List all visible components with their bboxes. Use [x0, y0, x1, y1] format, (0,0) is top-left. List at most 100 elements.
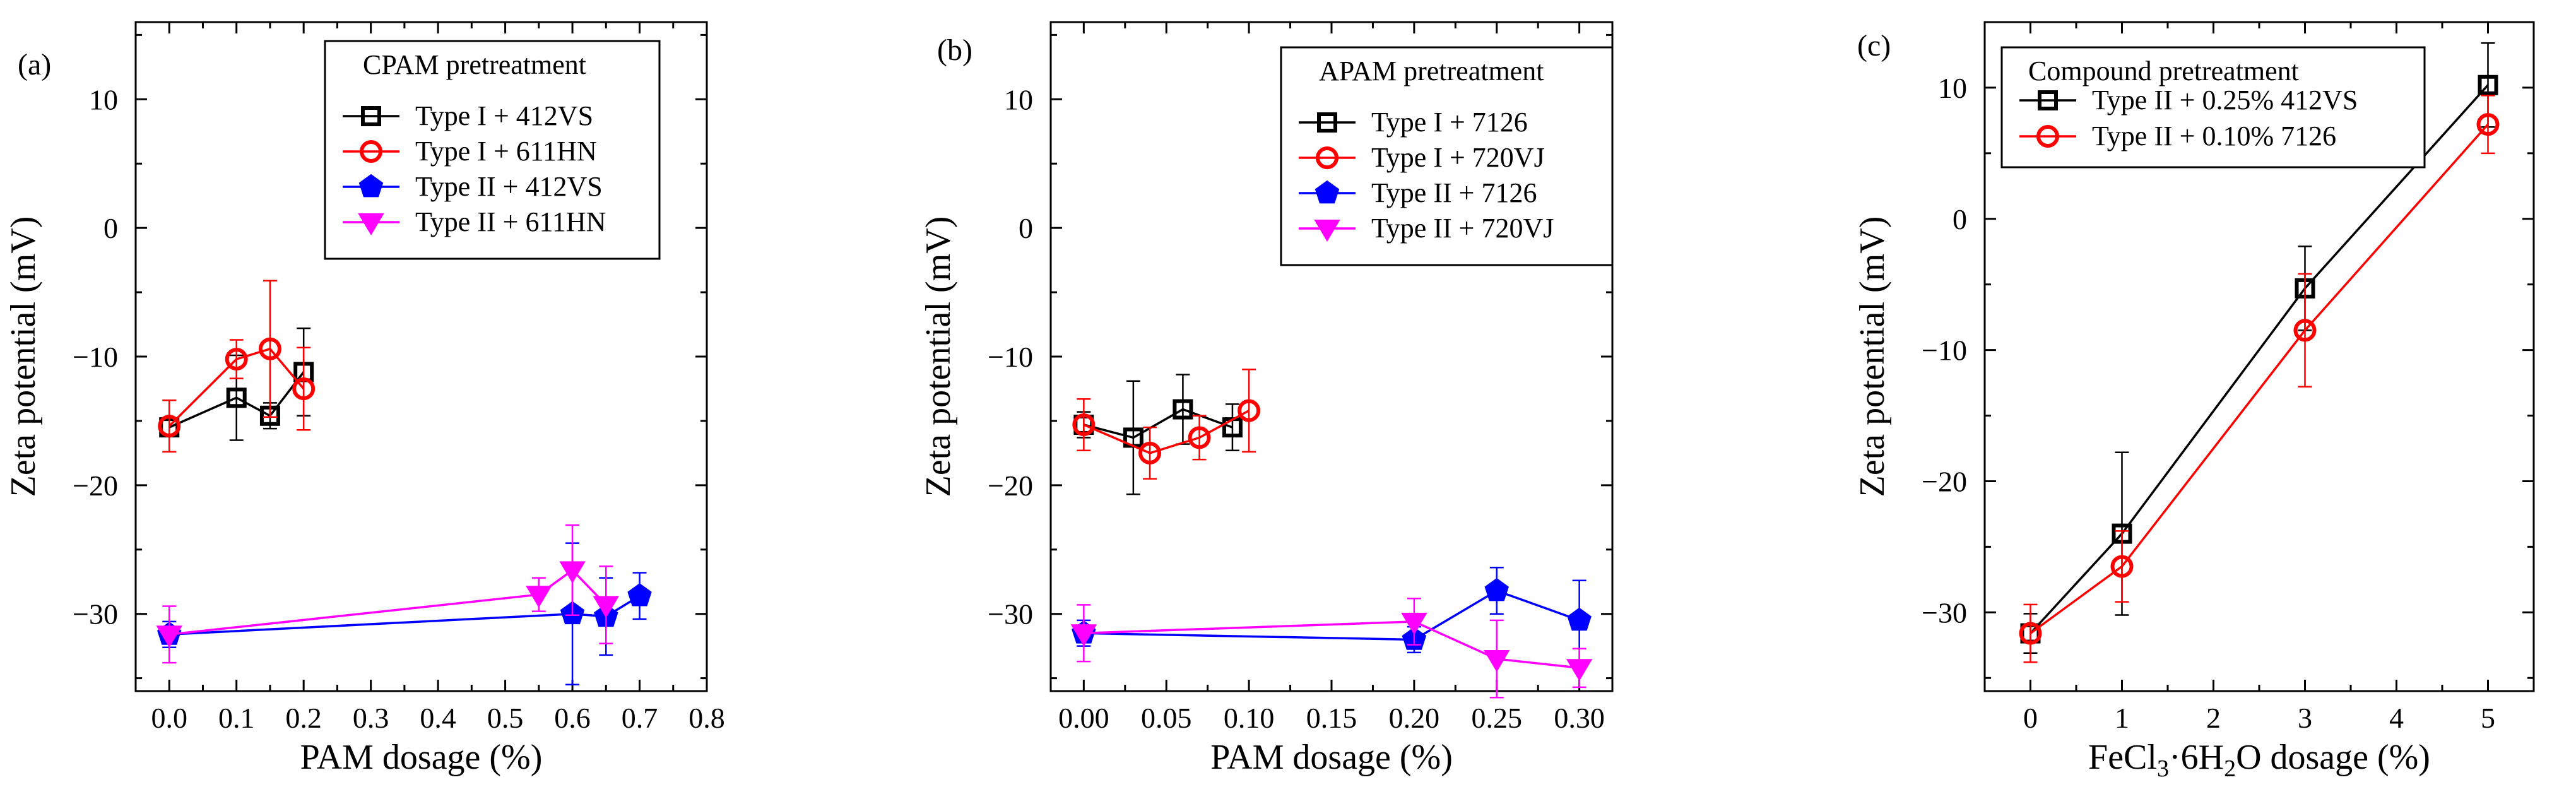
- data-point: [1173, 399, 1193, 420]
- panel-label: (b): [937, 33, 972, 67]
- x-tick-label: 0.7: [622, 702, 658, 734]
- legend-marker: [1317, 112, 1337, 133]
- series-line: [169, 569, 607, 636]
- x-axis-title-part: O dosage (%): [2236, 738, 2430, 777]
- y-tick-label: −20: [73, 470, 118, 502]
- series-line: [1084, 589, 1580, 641]
- series-line: [1083, 408, 1233, 439]
- legend-marker: [1316, 146, 1338, 169]
- x-tick-label: 0.10: [1224, 702, 1275, 734]
- data-point: [258, 337, 281, 360]
- x-tick-label: 0.4: [420, 702, 456, 734]
- y-tick-label: −30: [988, 598, 1033, 630]
- data-point: [1401, 612, 1427, 635]
- x-tick-label: 0.3: [353, 702, 389, 734]
- data-point: [225, 348, 248, 371]
- legend-marker: [1315, 180, 1340, 204]
- series-4: [156, 524, 620, 664]
- data-point: [2478, 74, 2498, 95]
- series-line: [2029, 84, 2489, 634]
- legend: APAM pretreatment Type I + 7126 Type I + 7…: [1280, 46, 1614, 266]
- x-tick-label: 0.8: [688, 702, 725, 734]
- data-point: [226, 388, 247, 408]
- data-point: [2476, 113, 2500, 136]
- data-point: [1238, 399, 1261, 422]
- data-point: [627, 583, 652, 607]
- data-point: [2019, 622, 2042, 645]
- x-axis-title: PAM dosage (%): [1210, 738, 1453, 777]
- series-4: [1070, 597, 1593, 699]
- y-axis-title: Zeta potential (mV): [4, 216, 43, 497]
- data-point: [1138, 441, 1162, 465]
- x-tick-label: 0.15: [1306, 702, 1357, 734]
- x-tick-label: 0.1: [218, 702, 255, 734]
- data-point: [2110, 555, 2134, 578]
- y-tick-label: −10: [988, 341, 1033, 373]
- legend-entry: Type I + 412VS: [415, 100, 593, 131]
- chart-panel-2: (b) 0.00 0.05 0.10 0.15 0.20 0.25 0.30 −30 −20 −10…: [919, 21, 1614, 777]
- legend-entry: Type II + 720VJ: [1371, 213, 1554, 244]
- legend-title: CPAM pretreatment: [363, 49, 586, 80]
- series-3: [1072, 567, 1592, 661]
- chart-panel-1: (a) 0.0 0.1 0.2 0.3 0.4 0.5 0.6 0.7 0.8 −30 −20 −10 0…: [4, 21, 725, 777]
- data-point: [526, 586, 552, 608]
- y-tick-label: 0: [1019, 212, 1033, 244]
- series-line: [2029, 123, 2489, 634]
- x-tick-label: 0.20: [1389, 702, 1440, 734]
- data-point: [2293, 319, 2317, 342]
- x-tick-label: 0.6: [554, 702, 591, 734]
- legend-marker: [360, 140, 382, 163]
- legend-entry: Type II + 0.25% 412VS: [2092, 85, 2358, 115]
- legend-entry: Type II + 412VS: [415, 171, 603, 202]
- x-tick-label: 4: [2389, 702, 2404, 734]
- panel-label: (a): [18, 48, 51, 81]
- data-point: [1484, 650, 1510, 672]
- series-2: [1072, 369, 1261, 480]
- x-axis-title-subscript: 2: [2224, 755, 2236, 782]
- legend-marker: [2038, 90, 2058, 110]
- y-tick-label: 10: [1004, 83, 1033, 115]
- x-tick-label: 0.0: [151, 702, 187, 734]
- data-point: [593, 596, 620, 618]
- data-point: [559, 561, 586, 584]
- legend-title: APAM pretreatment: [1319, 56, 1544, 86]
- data-point: [1070, 624, 1097, 647]
- y-tick-label: −20: [1922, 465, 1967, 497]
- data-point: [1188, 426, 1211, 449]
- x-tick-label: 2: [2206, 702, 2221, 734]
- legend-title: Compound pretreatment: [2028, 56, 2299, 86]
- legend-marker: [361, 106, 381, 126]
- data-point: [156, 625, 182, 648]
- x-tick-label: 3: [2298, 702, 2312, 734]
- data-point: [1567, 607, 1592, 631]
- y-tick-label: 0: [103, 212, 118, 244]
- legend-entry: Type I + 7126: [1371, 107, 1528, 138]
- x-tick-label: 1: [2115, 702, 2129, 734]
- legend-marker: [358, 213, 384, 235]
- series-line: [1084, 620, 1580, 670]
- data-point: [1072, 413, 1096, 437]
- series-2: [2019, 95, 2500, 663]
- y-tick-label: 10: [89, 83, 118, 115]
- x-tick-label: 0.30: [1554, 702, 1605, 734]
- legend-marker: [2036, 125, 2059, 148]
- legend-entry: Type I + 720VJ: [1371, 142, 1545, 173]
- x-tick-label: 0.25: [1472, 702, 1523, 734]
- x-tick-label: 5: [2481, 702, 2495, 734]
- x-tick-label: 0.2: [285, 702, 322, 734]
- series-line: [169, 595, 641, 636]
- x-tick-label: 0.00: [1058, 702, 1109, 734]
- series-1: [1073, 374, 1243, 495]
- series-line: [168, 347, 305, 427]
- data-point: [1566, 659, 1593, 682]
- series-line: [168, 371, 305, 429]
- y-tick-label: −30: [1922, 596, 1967, 629]
- data-point: [292, 377, 316, 400]
- x-axis-title-part: ·6H: [2169, 738, 2224, 777]
- legend-box: [2000, 46, 2426, 169]
- x-axis-title: FeCl3·6H2O dosage (%): [2088, 738, 2430, 782]
- legend: CPAM pretreatment Type I + 412VS Type I + …: [324, 40, 661, 260]
